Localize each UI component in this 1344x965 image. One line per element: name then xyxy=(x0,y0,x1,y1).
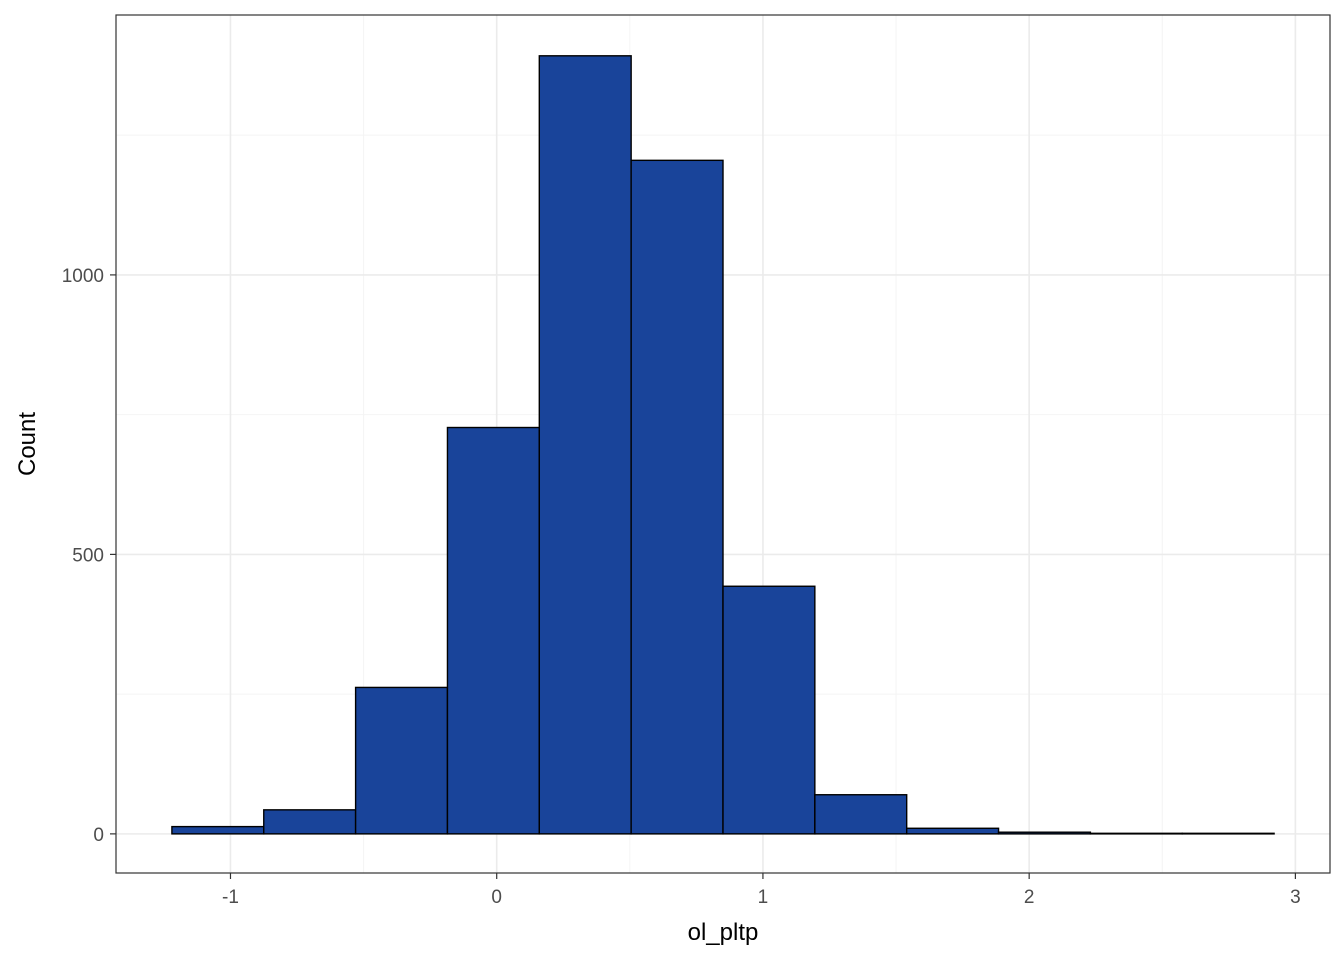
histogram-bar-10 xyxy=(1089,832,1183,835)
histogram-bar-3 xyxy=(446,426,541,835)
histogram-bar-11 xyxy=(1181,832,1275,835)
histogram-bars xyxy=(171,55,1275,835)
y-tick-label-1: 500 xyxy=(72,545,104,566)
panel-border xyxy=(115,14,1331,874)
histogram-bar-7 xyxy=(814,794,908,835)
x-axis: -1 0 1 2 3 xyxy=(222,873,1301,908)
x-tick-label-1: 0 xyxy=(491,887,502,908)
x-tick-label-3: 2 xyxy=(1024,887,1035,908)
histogram-bar-5 xyxy=(630,159,724,835)
y-tick-label-2: 1000 xyxy=(62,266,104,287)
y-axis: 0 500 1000 xyxy=(62,266,116,846)
x-tick-label-0: -1 xyxy=(222,887,239,908)
histogram-bar-9 xyxy=(997,831,1092,835)
y-tick-label-0: 0 xyxy=(93,825,104,846)
x-tick-label-4: 3 xyxy=(1290,887,1301,908)
histogram-bar-6 xyxy=(722,585,816,835)
histogram-bar-1 xyxy=(263,809,357,835)
histogram-bar-0 xyxy=(171,825,265,835)
x-tick-label-2: 1 xyxy=(758,887,769,908)
y-axis-title: Count xyxy=(14,412,41,476)
histogram-bar-4 xyxy=(538,55,632,835)
histogram-bar-8 xyxy=(905,827,1000,835)
x-axis-title: ol_pltp xyxy=(688,919,759,946)
histogram-bar-2 xyxy=(354,686,449,835)
